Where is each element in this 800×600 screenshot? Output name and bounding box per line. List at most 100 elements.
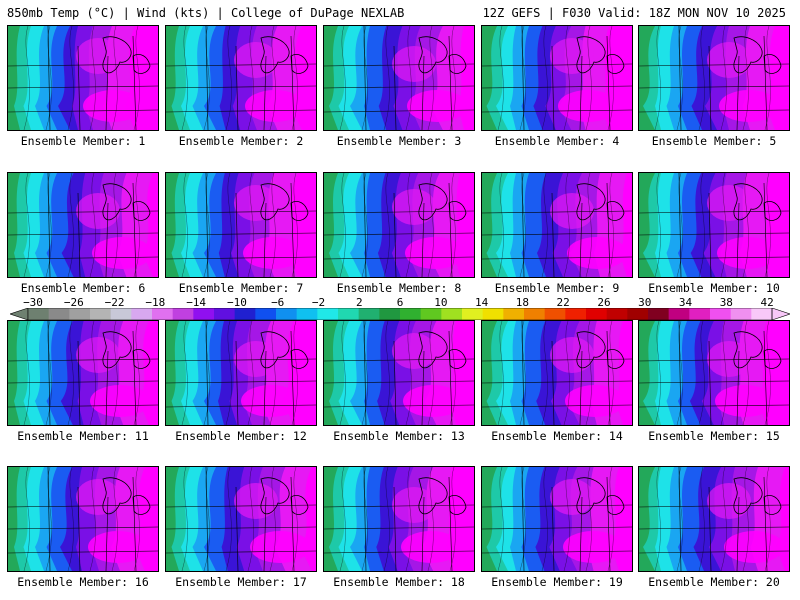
colorbar-swatch: [338, 308, 360, 320]
colorbar-tick-label: 6: [396, 296, 404, 309]
temperature-map: [639, 321, 789, 425]
great-lakes-outline: [576, 331, 625, 369]
state-border: [448, 182, 453, 277]
isotherm-contour: [764, 173, 771, 277]
state-border: [579, 202, 583, 277]
colorbar-swatch: [482, 308, 504, 320]
state-border: [639, 210, 789, 214]
temperature-map: [8, 26, 158, 130]
cold-core: [405, 237, 465, 269]
colorbar-tick-label: −2: [311, 296, 326, 309]
state-border: [205, 467, 209, 571]
state-border: [8, 404, 158, 408]
great-lakes-outline: [260, 331, 309, 369]
isotherm-contour: [698, 173, 705, 277]
state-border: [708, 45, 712, 130]
temperature-map: [166, 173, 316, 277]
isotherm-contour: [247, 321, 254, 425]
ensemble-member-map: [481, 466, 633, 572]
isotherm-contour: [67, 467, 74, 571]
state-border: [8, 232, 158, 236]
temperature-band: [482, 321, 497, 425]
cold-core: [392, 487, 436, 523]
state-border: [421, 202, 425, 277]
state-border: [235, 45, 239, 130]
colorbar-tick-label: 18: [515, 296, 530, 309]
colorbar-swatch: [234, 308, 256, 320]
state-border: [482, 526, 632, 530]
great-lakes-outline: [260, 477, 309, 515]
colorbar-swatch: [48, 308, 70, 320]
state-border: [166, 63, 316, 67]
state-border: [448, 330, 453, 425]
colorbar-swatch: [110, 308, 132, 320]
state-border: [639, 404, 789, 408]
colorbar-swatch: [152, 308, 174, 320]
great-lakes-outline: [733, 36, 782, 74]
state-border: [263, 202, 267, 277]
state-border: [448, 35, 453, 130]
colorbar-swatch: [420, 308, 442, 320]
state-border: [482, 504, 632, 508]
temperature-band: [482, 467, 497, 571]
ensemble-member-map: [7, 172, 159, 278]
temperature-map: [324, 467, 474, 571]
temperature-map: [8, 321, 158, 425]
state-border: [8, 256, 158, 260]
colorbar-swatch: [193, 308, 215, 320]
state-border: [763, 330, 768, 425]
ensemble-member-label: Ensemble Member: 4: [494, 134, 620, 148]
state-border: [8, 504, 158, 508]
isotherm-contour: [383, 26, 390, 130]
state-border: [47, 26, 51, 130]
state-border: [482, 256, 632, 260]
cold-core: [90, 385, 150, 417]
isotherm-contour: [291, 173, 298, 277]
ensemble-member-map: [7, 466, 159, 572]
state-border: [263, 350, 267, 425]
state-border: [166, 380, 316, 384]
temperature-band: [166, 467, 179, 571]
temperature-band: [166, 173, 179, 277]
cold-core: [250, 531, 310, 563]
map-title: 850mb Temp (°C) | Wind (kts) | College o…: [7, 6, 405, 20]
state-border: [393, 192, 397, 277]
temperature-map: [482, 321, 632, 425]
state-border: [324, 404, 474, 408]
temperature-band: [324, 321, 338, 425]
isotherm-contour: [225, 173, 232, 277]
isotherm-contour: [497, 467, 504, 571]
state-border: [639, 526, 789, 530]
cold-core: [565, 385, 625, 417]
state-border: [482, 550, 632, 554]
isotherm-contour: [383, 467, 390, 571]
state-border: [579, 350, 583, 425]
state-border: [363, 467, 367, 571]
ensemble-member-label: Ensemble Member: 10: [648, 281, 780, 295]
temperature-band: [482, 26, 497, 130]
cold-core: [76, 193, 120, 229]
isotherm-contour: [497, 173, 504, 277]
state-border: [8, 210, 158, 214]
isotherm-contour: [720, 467, 727, 571]
great-lakes-outline: [102, 36, 151, 74]
isotherm-contour: [89, 467, 96, 571]
isotherm-contour: [291, 26, 298, 130]
ensemble-member-map: [165, 466, 317, 572]
colorbar-tick-labels: −30 −26 −22 −18 −14 −10 −6 −2 2 6 10 14 18 22 26 30 34 38…: [10, 296, 790, 309]
great-lakes-outline: [418, 477, 467, 515]
cold-core: [234, 483, 278, 519]
state-border: [521, 467, 525, 571]
isotherm-contour: [607, 467, 614, 571]
state-border: [606, 330, 611, 425]
isotherm-contour: [654, 467, 661, 571]
isotherm-contour: [247, 467, 254, 571]
isotherm-contour: [541, 467, 548, 571]
colorbar-swatch: [544, 308, 566, 320]
ensemble-member-map: [323, 172, 475, 278]
temperature-map: [482, 26, 632, 130]
isotherm-contour: [563, 26, 570, 130]
cold-core: [403, 385, 463, 417]
ensemble-member-label: Ensemble Member: 20: [648, 575, 780, 589]
great-lakes-outline: [733, 331, 782, 369]
